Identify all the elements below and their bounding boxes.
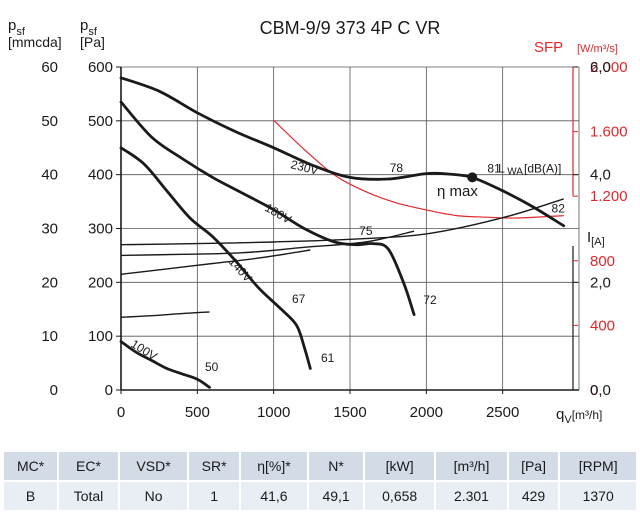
pressure-curve-230V xyxy=(119,76,566,228)
curve-label-100V: 100V xyxy=(128,337,159,364)
spec-cell-power: 0,658 xyxy=(364,480,437,510)
annotation-7: 72 xyxy=(423,293,437,307)
x-tick-label-3: 1500 xyxy=(333,404,366,421)
annotation-8: 67 xyxy=(292,292,306,306)
axes xyxy=(116,66,579,394)
x-tick-label-2: 1000 xyxy=(257,404,290,421)
pa-tick-label-3: 300 xyxy=(88,221,113,238)
spec-header-n: N* xyxy=(308,452,366,481)
current-tick-label-2: 4,0 xyxy=(590,167,611,184)
spec-header-speed: [RPM] xyxy=(559,452,636,481)
spec-header-flow: [m³/h] xyxy=(435,452,509,481)
spec-cell-flow: 2.301 xyxy=(435,480,509,510)
spec-header-vsd: VSD* xyxy=(118,452,190,481)
spec-cell-vsd: No xyxy=(118,480,190,510)
spec-cell-pressure: 429 xyxy=(507,480,561,510)
sfp-tick-label-2: 800 xyxy=(590,253,615,270)
x-tick-label-0: 0 xyxy=(117,404,125,421)
sfp-axis-unit: [W/m³/s] xyxy=(577,43,618,55)
annotation-5: 82 xyxy=(552,201,566,215)
x-tick-label-4: 2000 xyxy=(410,404,443,421)
spec-cell-ec: Total xyxy=(58,480,120,510)
spec-cell-efficiency: 41,6 xyxy=(239,480,310,510)
spec-table: MC* EC* VSD* SR* η[%]* N* [kW] [m³/h] [P… xyxy=(4,452,636,510)
spec-header-mc: MC* xyxy=(4,452,60,481)
spec-cell-sr: 1 xyxy=(188,480,241,510)
current-curve-3 xyxy=(120,311,210,318)
annotation-0: 78 xyxy=(390,161,404,175)
pressure-curve-100V xyxy=(119,340,211,389)
curves xyxy=(119,76,566,389)
sfp-tick-label-0: 0 xyxy=(590,382,598,399)
annotation-6: 75 xyxy=(359,224,373,238)
pa-tick-label-2: 200 xyxy=(88,274,113,291)
spec-header-efficiency: η[%]* xyxy=(239,452,310,481)
pa-tick-label-5: 500 xyxy=(88,113,113,130)
current-curve-1 xyxy=(120,230,415,257)
pa-axis-unit: [Pa] xyxy=(80,34,105,50)
sfp-tick-label-5: 2.000 xyxy=(590,59,628,76)
spec-header-sr: SR* xyxy=(188,452,241,481)
spec-table-header-row: MC* EC* VSD* SR* η[%]* N* [kW] [m³/h] [P… xyxy=(4,452,636,481)
sfp-tick-label-3: 1.200 xyxy=(590,188,628,205)
pressure-curve-180V xyxy=(119,100,416,316)
sfp-axis-label: SFP xyxy=(534,39,563,56)
pressure-curve-140V xyxy=(119,146,312,370)
spec-header-ec: EC* xyxy=(58,452,120,481)
pa-tick-label-1: 100 xyxy=(88,328,113,345)
eta-max-point xyxy=(467,172,478,183)
grid xyxy=(121,66,580,390)
pa-tick-label-4: 400 xyxy=(88,167,113,184)
spec-header-pressure: [Pa] xyxy=(507,452,561,481)
current-tick-label-3: 6,0 xyxy=(590,59,611,76)
annotation-4: [dB(A)] xyxy=(524,162,561,176)
annotation-9: 61 xyxy=(321,351,335,365)
mmcda-axis-unit: [mmcda] xyxy=(8,34,62,50)
pa-tick-label-0: 0 xyxy=(105,382,113,399)
current-tick-label-1: 2,0 xyxy=(590,274,611,291)
sfp-tick-label-4: 1.600 xyxy=(590,124,628,141)
annotation-3: WA xyxy=(507,167,523,178)
x-tick-label-1: 500 xyxy=(185,404,210,421)
spec-cell-speed: 1370 xyxy=(559,480,636,510)
curve-label-180V: 180V xyxy=(263,200,294,226)
spec-cell-n: 49,1 xyxy=(308,480,366,510)
annotation-1: 81 xyxy=(487,162,501,176)
mmcda-tick-label-5: 50 xyxy=(41,113,58,130)
spec-cell-mc: B xyxy=(4,480,60,510)
curve-label-230V: 230V xyxy=(289,157,320,177)
annotation-2: L xyxy=(498,162,505,176)
mmcda-tick-label-6: 60 xyxy=(41,59,58,76)
spec-table-row: B Total No 1 41,6 49,1 0,658 2.301 429 1… xyxy=(4,480,636,510)
mmcda-tick-label-3: 30 xyxy=(41,221,58,238)
sfp-tick-label-1: 400 xyxy=(590,317,615,334)
spec-header-power: [kW] xyxy=(364,452,437,481)
current-curve-0 xyxy=(120,198,564,246)
x-tick-label-5: 2500 xyxy=(486,404,519,421)
annotation-10: 50 xyxy=(205,360,219,374)
current-curve-2 xyxy=(120,249,311,275)
mmcda-tick-label-0: 0 xyxy=(50,382,58,399)
x-axis-label: qV[m³/h] xyxy=(556,406,602,426)
pa-axis-label: psf xyxy=(80,17,98,38)
annotation-11: η max xyxy=(437,183,478,200)
current-tick-label-0: 0,0 xyxy=(590,382,611,399)
mmcda-tick-label-4: 40 xyxy=(41,167,58,184)
mmcda-axis-label: psf xyxy=(8,17,26,38)
mmcda-tick-label-1: 10 xyxy=(41,328,58,345)
current-axis-label: I[A] xyxy=(587,229,605,248)
chart-title: CBM-9/9 373 4P C VR xyxy=(260,18,441,38)
pa-tick-label-6: 600 xyxy=(88,59,113,76)
mmcda-tick-label-2: 20 xyxy=(41,274,58,291)
